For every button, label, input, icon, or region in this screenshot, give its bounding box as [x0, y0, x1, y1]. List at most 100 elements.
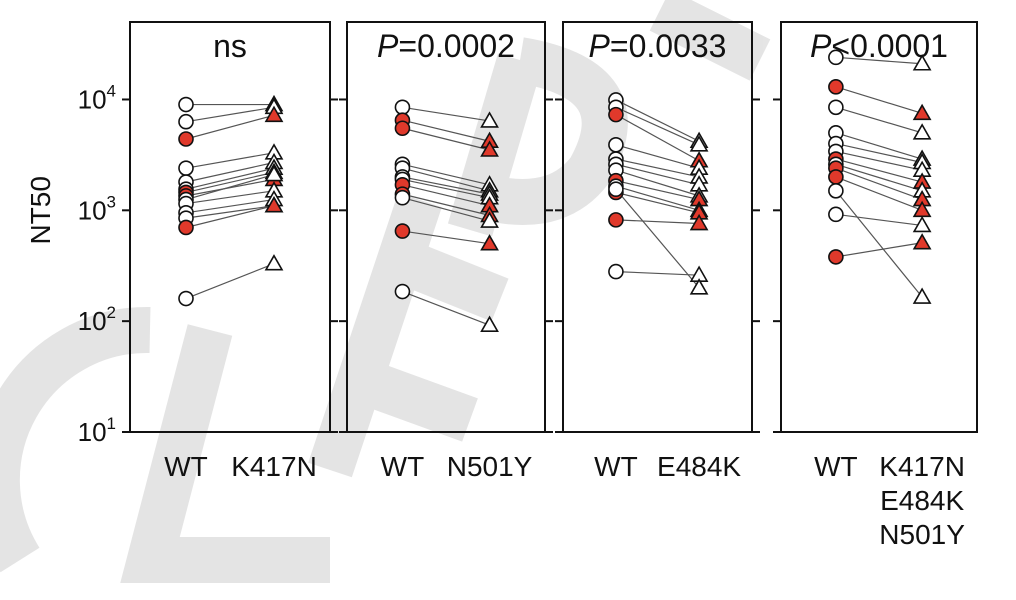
pair-line [185, 167, 275, 190]
panel-title-value: =0.0033 [610, 28, 727, 64]
variant-point [912, 215, 932, 233]
wt-point [608, 106, 624, 123]
wt-point [178, 131, 194, 147]
y-tick-label: 102 [78, 303, 116, 336]
pair-markers [178, 94, 284, 307]
variant-point [264, 164, 284, 182]
wt-point [178, 290, 194, 307]
panel-title: P=0.0002 [377, 28, 515, 64]
variant-point [264, 105, 284, 123]
panel-title: ns [213, 28, 247, 64]
panel-title-p: P [810, 28, 832, 64]
variant-point [480, 234, 499, 251]
y-tick-base: 10 [78, 306, 107, 336]
pair-line [185, 205, 275, 229]
y-tick-base: 10 [78, 195, 107, 225]
x-category-label: WT [164, 451, 208, 482]
wt-point [828, 169, 844, 185]
variant-point [480, 111, 499, 128]
variant-point [912, 123, 932, 140]
y-tick-base: 10 [78, 84, 107, 114]
pair-line [615, 191, 700, 214]
pair-lines [402, 106, 490, 326]
wt-point [394, 99, 411, 116]
pair-line [615, 163, 700, 186]
pair-line [402, 176, 490, 195]
wt-point [828, 49, 844, 66]
variant-point [264, 254, 284, 271]
pair-line [835, 142, 923, 164]
y-tick-label: 104 [78, 81, 116, 114]
pair-line [615, 169, 700, 197]
panel-frame [562, 21, 753, 433]
x-category-label: E484K [880, 485, 964, 516]
pair-line [402, 290, 490, 326]
y-tick-exponent: 4 [107, 81, 116, 100]
watermark-letter-fragment [649, 0, 771, 81]
y-tick-exponent: 3 [107, 192, 116, 211]
pair-line [402, 127, 490, 151]
y-tick-exponent: 2 [107, 303, 116, 322]
pair-line [615, 158, 700, 178]
pair-line [835, 106, 923, 134]
pair-line [615, 270, 700, 276]
variant-point [689, 135, 709, 152]
pair-line [185, 198, 275, 214]
pair-line [615, 106, 700, 146]
pair-line [835, 86, 923, 114]
pair-lines [185, 103, 275, 300]
pair-line [185, 174, 275, 201]
panel-frame [129, 21, 331, 433]
variant-point [912, 287, 932, 304]
pair-markers [828, 49, 932, 304]
variant-point [480, 315, 499, 332]
watermark-letter-c [0, 306, 151, 573]
wt-point [178, 160, 194, 176]
wt-point [178, 219, 194, 236]
pair-line [615, 114, 700, 162]
pair-line [185, 190, 275, 205]
pair-line [835, 132, 923, 160]
pair-line [185, 205, 275, 219]
pair-line [615, 219, 700, 225]
pair-line [402, 193, 490, 216]
pair-line [835, 213, 923, 227]
wt-point [394, 223, 411, 239]
wt-point [608, 263, 624, 280]
panel-title-p: P [589, 28, 611, 64]
pair-line [615, 188, 700, 289]
variant-point [689, 213, 709, 231]
panel-title: P=0.0033 [589, 28, 727, 64]
pair-markers [394, 99, 499, 332]
panel-frame [780, 21, 978, 433]
pair-line [615, 185, 700, 211]
pair-line [402, 197, 490, 222]
y-tick-exponent: 1 [107, 414, 116, 433]
variant-point [912, 54, 932, 71]
pair-line [402, 230, 490, 245]
pair-line [835, 176, 923, 211]
pair-line [185, 152, 275, 169]
panel-3: P=0.0033 WT E484K [555, 21, 760, 482]
wt-point [394, 120, 411, 137]
pair-line [615, 144, 700, 169]
y-tick-base: 10 [78, 417, 107, 447]
watermark-letter-e [308, 192, 509, 478]
panel-title-value: ns [213, 28, 247, 64]
wt-point [608, 181, 624, 198]
pair-lines [835, 56, 923, 298]
panel-2: P=0.0002 WT N501Y [339, 21, 553, 482]
variant-point [912, 103, 932, 121]
pair-line [835, 56, 923, 65]
x-category-label: E484K [657, 451, 741, 482]
pair-line [402, 163, 490, 186]
wt-point [178, 113, 194, 130]
pair-line [835, 163, 923, 192]
variant-point [264, 196, 284, 213]
panel-title-value: =0.0002 [398, 28, 515, 64]
pair-line [185, 106, 275, 123]
x-category-label: WT [381, 451, 425, 482]
